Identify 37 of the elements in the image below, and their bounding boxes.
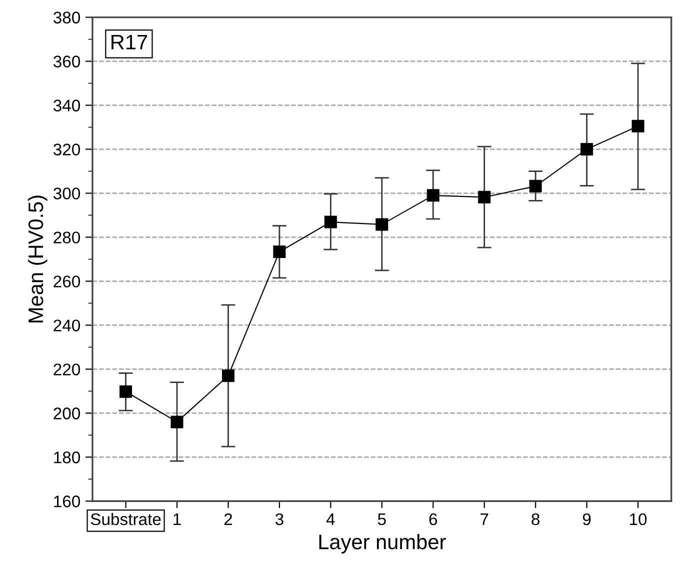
point: [529, 180, 542, 192]
x-tick-label: 4: [326, 514, 335, 526]
y-tick-label: 320: [54, 144, 80, 156]
y-tick-label: 240: [54, 320, 80, 332]
point: [222, 370, 234, 382]
point: [632, 120, 644, 132]
x-tick-label: 10: [630, 513, 647, 526]
y-tick-label: 180: [54, 452, 80, 464]
x-tick-label: 5: [378, 514, 386, 526]
y-tick-label: 360: [54, 56, 80, 68]
y-tick-label: 280: [54, 232, 80, 244]
x-tick-label: 9: [582, 513, 591, 526]
x-tick-label: 8: [532, 513, 540, 526]
y-tick-label: 340: [54, 100, 80, 112]
point: [120, 385, 132, 398]
y-tick-label: 220: [54, 364, 80, 376]
x-tick-label: Substrate: [90, 512, 161, 526]
x-tick-label: 1: [174, 514, 181, 526]
point: [170, 416, 184, 428]
x-axis-title: Layer number: [319, 534, 446, 554]
y-axis-title: Mean (HV0.5): [28, 196, 48, 322]
point: [426, 189, 440, 202]
point: [580, 142, 594, 156]
point: [273, 245, 286, 258]
y-tick-label: 300: [54, 188, 80, 200]
x-tick-label: 3: [275, 513, 284, 526]
x-tick-label: 2: [224, 513, 232, 526]
y-tick-label: 380: [54, 12, 80, 24]
y-tick-label: 200: [54, 408, 80, 420]
point: [376, 218, 388, 231]
point: [324, 216, 337, 228]
annotation: R17: [112, 34, 148, 50]
x-tick-label: 7: [480, 514, 488, 526]
x-tick-label: 6: [429, 513, 438, 526]
point: [478, 190, 491, 204]
y-tick-label: 260: [54, 276, 80, 288]
y-tick-label: 160: [54, 496, 80, 508]
